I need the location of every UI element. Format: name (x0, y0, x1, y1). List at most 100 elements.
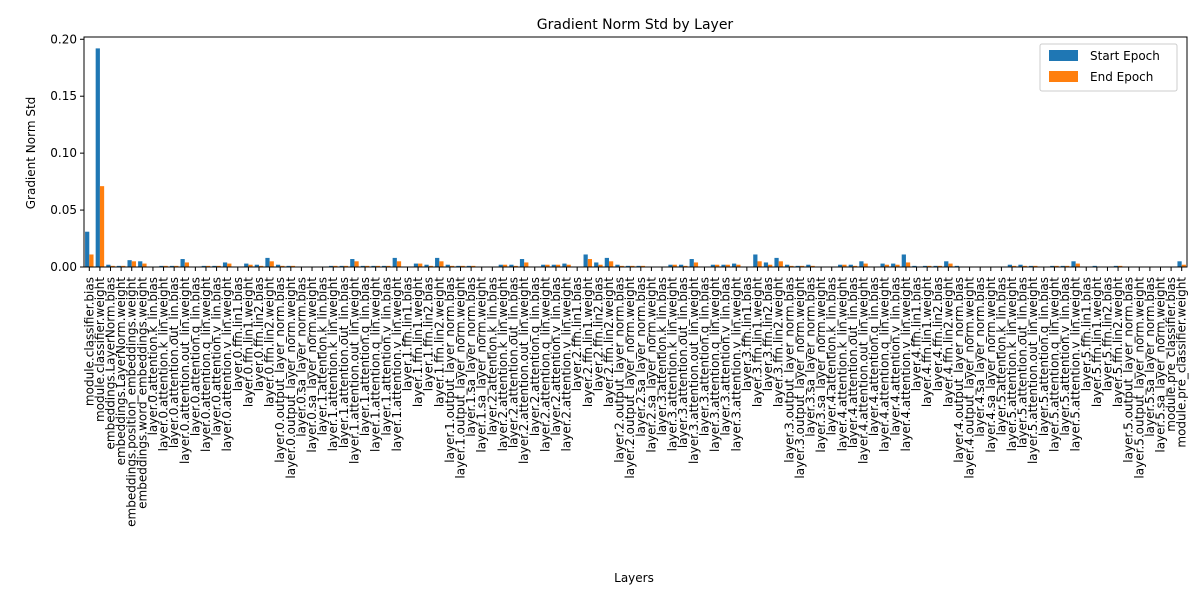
bar-start-epoch-95 (1092, 265, 1097, 267)
bar-start-epoch-24 (339, 265, 344, 267)
bar-start-epoch-73 (859, 261, 864, 267)
bar-end-epoch-48 (598, 264, 603, 267)
x-tick-label: layer.2.ffn.lin2.weight (602, 277, 616, 407)
x-tick-label: layer.2.attention.q_lin.bias (528, 277, 542, 436)
x-tick-label: layer.0.attention.q_lin.bias (188, 277, 202, 436)
bar-end-epoch-15 (248, 264, 253, 267)
x-tick-label: layer.5.output_layer_norm.weight (1132, 277, 1146, 479)
x-tick-label: layer.1.attention.v_lin.bias (379, 277, 393, 436)
bar-end-epoch-77 (905, 262, 911, 267)
bar-end-epoch-5 (142, 263, 147, 267)
x-tick-label: layer.3.attention.v_lin.weight (729, 277, 743, 452)
x-tick-label: layer.5.attention.v_lin.weight (1069, 277, 1083, 452)
bar-start-epoch-80 (933, 265, 938, 267)
bar-start-epoch-12 (212, 265, 217, 267)
bar-start-epoch-4 (127, 260, 132, 267)
bar-end-epoch-9 (184, 262, 189, 267)
x-tick-label: layer.2.sa_layer_norm.bias (634, 277, 648, 437)
x-tick-label: layer.0.output_layer_norm.weight (284, 277, 298, 479)
bar-start-epoch-13 (222, 262, 228, 267)
bar-end-epoch-59 (715, 264, 720, 267)
bar-end-epoch-18 (280, 265, 285, 267)
x-tick-label: layer.0.attention.out_lin.weight (178, 277, 192, 464)
bar-start-epoch-87 (1007, 264, 1012, 267)
bar-end-epoch-81 (948, 263, 953, 267)
legend-swatch-start-epoch (1049, 50, 1078, 61)
bar-start-epoch-71 (838, 264, 843, 267)
x-tick-label: layer.3.sa_layer_norm.weight (814, 277, 828, 453)
x-tick-label: layer.0.attention.q_lin.weight (199, 277, 213, 452)
bar-start-epoch-7 (159, 265, 164, 267)
bar-end-epoch-80 (937, 265, 942, 267)
x-tick-label: layer.1.attention.v_lin.weight (390, 277, 404, 452)
x-tick-label: layer.1.attention.k_lin.weight (326, 277, 340, 452)
bar-end-epoch-23 (333, 265, 338, 267)
bar-end-epoch-50 (619, 265, 624, 267)
bar-end-epoch-41 (524, 262, 529, 267)
x-tick-label: layer.1.ffn.lin2.bias (422, 277, 436, 391)
bar-start-epoch-35 (456, 265, 461, 267)
x-tick-label: layer.0.sa_layer_norm.weight (305, 277, 319, 453)
bar-end-epoch-11 (205, 265, 211, 267)
bar-end-epoch-52 (640, 265, 646, 267)
bar-end-epoch-32 (428, 265, 433, 267)
x-tick-label: layer.2.ffn.lin1.bias (570, 277, 584, 391)
bar-start-epoch-92 (1060, 265, 1066, 267)
bar-start-epoch-43 (541, 264, 546, 267)
x-tick-label: layer.3.ffn.lin1.weight (750, 277, 764, 407)
y-tick-label: 0.20 (50, 32, 77, 46)
x-tick-label: layer.5.sa_layer_norm.weight (1153, 277, 1167, 453)
x-tick-label: layer.2.output_layer_norm.weight (623, 277, 637, 479)
bar-end-epoch-87 (1012, 265, 1017, 267)
x-tick-label: layer.1.output_layer_norm.weight (454, 277, 468, 479)
bar-start-epoch-9 (180, 259, 185, 267)
bar-end-epoch-47 (587, 259, 593, 267)
bar-start-epoch-3 (116, 265, 122, 267)
bar-start-epoch-15 (244, 263, 249, 267)
bar-start-epoch-65 (774, 257, 779, 267)
bar-start-epoch-56 (678, 264, 684, 267)
bar-end-epoch-44 (555, 264, 561, 267)
legend-label-end-epoch: End Epoch (1090, 70, 1153, 84)
bar-start-epoch-39 (498, 264, 503, 267)
bar-start-epoch-81 (944, 261, 949, 267)
bar-start-epoch-27 (371, 265, 376, 267)
x-tick-label: layer.5.ffn.lin1.bias (1079, 277, 1093, 391)
x-tick-label: embeddings.LayerNorm.weight (114, 277, 128, 466)
bar-start-epoch-34 (445, 264, 450, 267)
x-tick-label: layer.5.attention.out_lin.bias (1016, 277, 1030, 448)
y-tick-label: 0.05 (50, 203, 77, 217)
x-tick-label: layer.0.attention.v_lin.bias (210, 277, 224, 436)
y-tick-label: 0.10 (50, 146, 77, 160)
bar-end-epoch-72 (852, 265, 858, 267)
x-tick-label: layer.4.attention.k_lin.weight (835, 277, 849, 452)
x-tick-label: layer.5.sa_layer_norm.bias (1143, 277, 1157, 437)
x-axis-title: Layers (614, 571, 654, 585)
x-tick-label: layer.4.ffn.lin1.bias (910, 277, 924, 391)
x-tick-label: layer.2.attention.q_lin.weight (538, 277, 552, 452)
y-axis-title: Gradient Norm Std (24, 97, 38, 210)
bar-start-epoch-97 (1113, 265, 1119, 267)
bar-end-epoch-39 (502, 264, 508, 267)
bar-end-epoch-89 (1033, 265, 1038, 267)
bar-end-epoch-25 (354, 261, 359, 267)
legend: Start Epoch End Epoch (1039, 43, 1178, 92)
bar-start-epoch-8 (169, 265, 175, 267)
bar-end-epoch-34 (449, 265, 455, 267)
bar-start-epoch-36 (466, 265, 472, 267)
x-tick-label: layer.5.output_layer_norm.bias (1122, 277, 1136, 463)
bar-end-epoch-68 (810, 265, 815, 267)
bar-end-epoch-36 (471, 265, 476, 267)
bar-start-epoch-51 (625, 265, 631, 267)
bar-start-epoch-93 (1071, 261, 1076, 267)
bar-start-epoch-31 (413, 263, 419, 267)
bar-end-epoch-67 (799, 265, 805, 267)
x-tick-label: layer.4.attention.v_lin.weight (899, 277, 913, 452)
x-tick-label: layer.0.ffn.lin2.weight (263, 277, 277, 407)
x-tick-label: layer.2.sa_layer_norm.weight (644, 277, 658, 453)
bar-start-epoch-66 (785, 264, 790, 267)
x-tick-label: layer.2.ffn.lin2.bias (591, 277, 605, 391)
x-tick-label: embeddings.word_embeddings.weight (135, 277, 149, 509)
bar-start-epoch-28 (382, 265, 387, 267)
